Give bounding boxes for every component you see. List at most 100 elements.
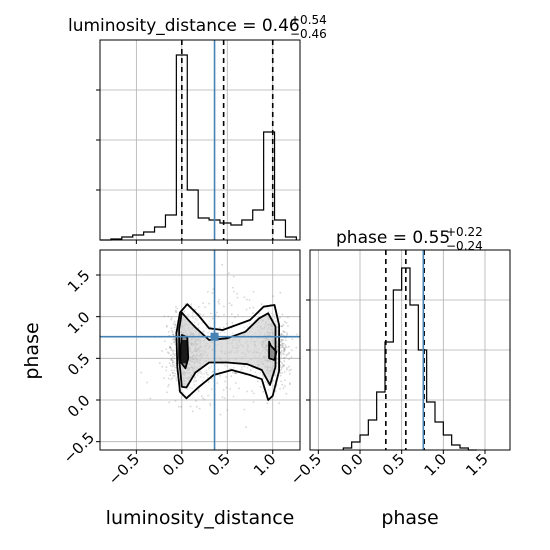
scatter-point xyxy=(202,314,205,316)
scatter-point xyxy=(281,383,284,386)
hist-x-title-upper-error: +0.54 xyxy=(290,13,327,27)
scatter-point xyxy=(276,362,279,364)
scatter-point xyxy=(217,368,220,371)
scatter-point xyxy=(173,364,176,367)
scatter-clipped xyxy=(140,263,303,429)
y-axis-label-phase: phase xyxy=(21,322,43,379)
scatter-point xyxy=(173,338,176,341)
scatter-point xyxy=(283,371,286,373)
scatter-point xyxy=(203,373,206,375)
scatter-point xyxy=(219,413,222,416)
scatter-point xyxy=(224,380,227,383)
scatter-point xyxy=(168,346,171,349)
scatter-point xyxy=(275,320,277,322)
scatter-point xyxy=(218,302,221,305)
scatter-point xyxy=(276,348,279,351)
scatter-point xyxy=(195,380,198,383)
y-tick-label-2: 0.5 xyxy=(64,350,94,380)
y-tick-label-3: 1.0 xyxy=(64,308,94,338)
scatter-point xyxy=(248,299,251,301)
scatter-point xyxy=(171,377,174,380)
scatter-point xyxy=(205,371,208,374)
scatter-point xyxy=(226,322,228,325)
scatter-point xyxy=(165,366,168,369)
scatter-point xyxy=(189,405,192,408)
scatter-point xyxy=(252,392,255,395)
scatter-point xyxy=(276,330,279,332)
x-tick-label-2: 0.5 xyxy=(205,450,235,480)
scatter-point xyxy=(202,397,204,400)
scatter-point xyxy=(281,342,283,345)
scatter-point xyxy=(193,379,196,382)
scatter-point xyxy=(262,374,264,377)
scatter-point xyxy=(228,368,231,370)
scatter-point xyxy=(281,352,284,355)
scatter-point xyxy=(175,377,178,380)
scatter-point xyxy=(161,350,164,352)
scatter-point xyxy=(232,275,235,278)
scatter-point xyxy=(172,323,175,325)
scatter-point xyxy=(291,338,294,340)
scatter-point xyxy=(246,390,249,393)
scatter-point xyxy=(218,298,221,301)
scatter-point xyxy=(171,365,174,368)
scatter-point xyxy=(280,368,283,371)
scatter-point xyxy=(246,298,248,301)
scatter-point xyxy=(280,338,283,341)
scatter-point xyxy=(206,373,209,376)
contour-2 xyxy=(180,334,190,370)
scatter-point xyxy=(289,382,291,385)
scatter-point xyxy=(282,324,285,326)
scatter-point xyxy=(203,398,206,401)
scatter-point xyxy=(279,351,282,354)
scatter-point xyxy=(158,362,161,365)
scatter-point xyxy=(171,330,173,332)
scatter-point xyxy=(182,391,185,394)
density-mid-fill xyxy=(179,312,276,388)
scatter-point xyxy=(217,315,220,318)
scatter-point xyxy=(282,339,284,341)
scatter-point xyxy=(232,371,234,374)
scatter-point xyxy=(183,310,186,313)
x-tick-label-4: 1.5 xyxy=(462,450,492,480)
scatter-point xyxy=(175,379,178,382)
scatter-point xyxy=(285,346,288,349)
scatter-point xyxy=(194,317,197,320)
scatter-point xyxy=(163,377,165,379)
scatter-point xyxy=(167,331,170,333)
scatter-point xyxy=(222,326,225,329)
contour-3 xyxy=(268,340,278,361)
phase-luminosity-scatter: −0.5 0.0 0.5 1.0 −0.5 0.0 0.5 1.0 1.5 xyxy=(60,249,303,489)
scatter-point xyxy=(301,399,303,401)
scatter-point xyxy=(282,345,284,348)
scatter-point xyxy=(186,314,189,317)
scatter-point xyxy=(192,316,195,319)
x-axis-label-phase: phase xyxy=(381,507,438,529)
scatter-point xyxy=(283,364,285,367)
scatter-point xyxy=(169,354,172,357)
scatter-point xyxy=(290,356,293,359)
scatter-point xyxy=(209,402,212,405)
scatter-point xyxy=(246,366,249,369)
scatter-point xyxy=(284,348,286,351)
scatter-point xyxy=(199,313,202,316)
scatter-point xyxy=(282,330,285,332)
scatter-point xyxy=(276,340,278,343)
scatter-point xyxy=(216,311,219,314)
scatter-point xyxy=(279,351,282,353)
scatter-point xyxy=(223,313,225,316)
scatter-point xyxy=(285,392,288,395)
scatter-point xyxy=(191,314,194,317)
scatter-point xyxy=(279,352,282,354)
scatter-point xyxy=(287,325,289,327)
scatter-point xyxy=(174,309,177,312)
scatter-point xyxy=(172,338,174,341)
scatter-point xyxy=(295,333,298,336)
scatter-point xyxy=(140,371,143,374)
scatter-point xyxy=(279,366,282,368)
scatter-point xyxy=(226,409,229,411)
scatter-point xyxy=(207,381,210,383)
scatter-point xyxy=(174,343,177,345)
scatter-point xyxy=(169,364,172,367)
scatter-point xyxy=(193,383,196,386)
